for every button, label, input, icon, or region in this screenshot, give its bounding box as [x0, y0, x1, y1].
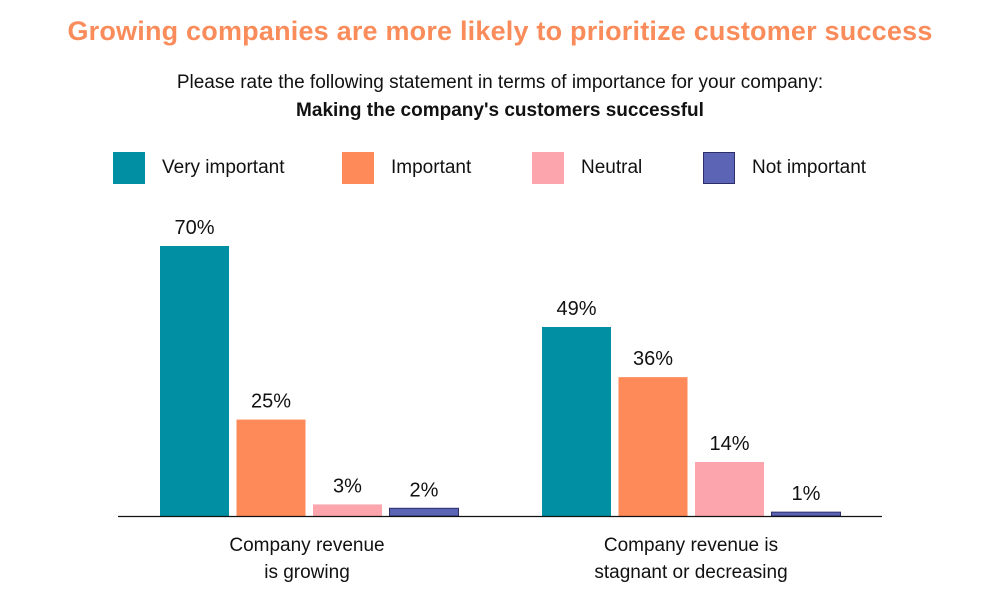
bar-neutral-group-2 — [695, 462, 764, 516]
data-label-not-important-group-2: 1% — [792, 483, 821, 505]
data-label-important-group-1: 25% — [251, 391, 291, 413]
legend-item-very-important: Very important — [113, 151, 285, 185]
data-label-neutral-group-2: 14% — [709, 433, 749, 455]
legend-swatch-neutral — [532, 152, 564, 184]
bars-layer: 70% 25% 3% 2% 49% 36% 14% 1% — [160, 217, 841, 517]
chart-title: Growing companies are more likely to pri… — [67, 16, 933, 46]
bar-important-group-2 — [618, 377, 688, 516]
data-label-very-important-group-2: 49% — [556, 298, 596, 320]
legend-item-not-important: Not important — [703, 151, 866, 185]
data-label-not-important-group-1: 2% — [410, 479, 439, 501]
category-label-stagnant-line2: stagnant or decreasing — [594, 562, 788, 583]
legend-swatch-not-important — [703, 152, 735, 184]
legend-label-not-important: Not important — [752, 157, 867, 178]
bar-important-group-1 — [236, 419, 306, 516]
legend-item-important: Important — [342, 151, 471, 185]
data-label-very-important-group-1: 70% — [174, 217, 214, 239]
legend-swatch-important — [342, 152, 374, 184]
chart-subtitle: Please rate the following statement in t… — [176, 72, 824, 93]
category-label-stagnant: Company revenue is stagnant or decreasin… — [541, 532, 841, 586]
legend-label-important: Important — [391, 157, 472, 178]
bar-neutral-group-1 — [313, 504, 382, 516]
legend-label-very-important: Very important — [162, 157, 285, 178]
category-label-stagnant-line1: Company revenue is — [603, 535, 779, 556]
data-label-neutral-group-1: 3% — [333, 475, 362, 497]
legend-item-neutral: Neutral — [532, 151, 642, 185]
category-label-growing: Company revenue is growing — [157, 532, 457, 586]
bar-not-important-group-2 — [771, 511, 841, 517]
legend-swatch-very-important — [113, 152, 145, 184]
bar-not-important-group-1 — [389, 507, 459, 517]
bar-very-important-group-2 — [542, 327, 611, 516]
legend-label-neutral: Neutral — [581, 157, 643, 178]
chart-statement: Making the company's customers successfu… — [296, 100, 704, 121]
category-label-growing-line2: is growing — [264, 562, 350, 583]
category-label-growing-line1: Company revenue — [229, 535, 385, 556]
bar-very-important-group-1 — [160, 246, 229, 516]
data-label-important-group-2: 36% — [633, 348, 673, 370]
